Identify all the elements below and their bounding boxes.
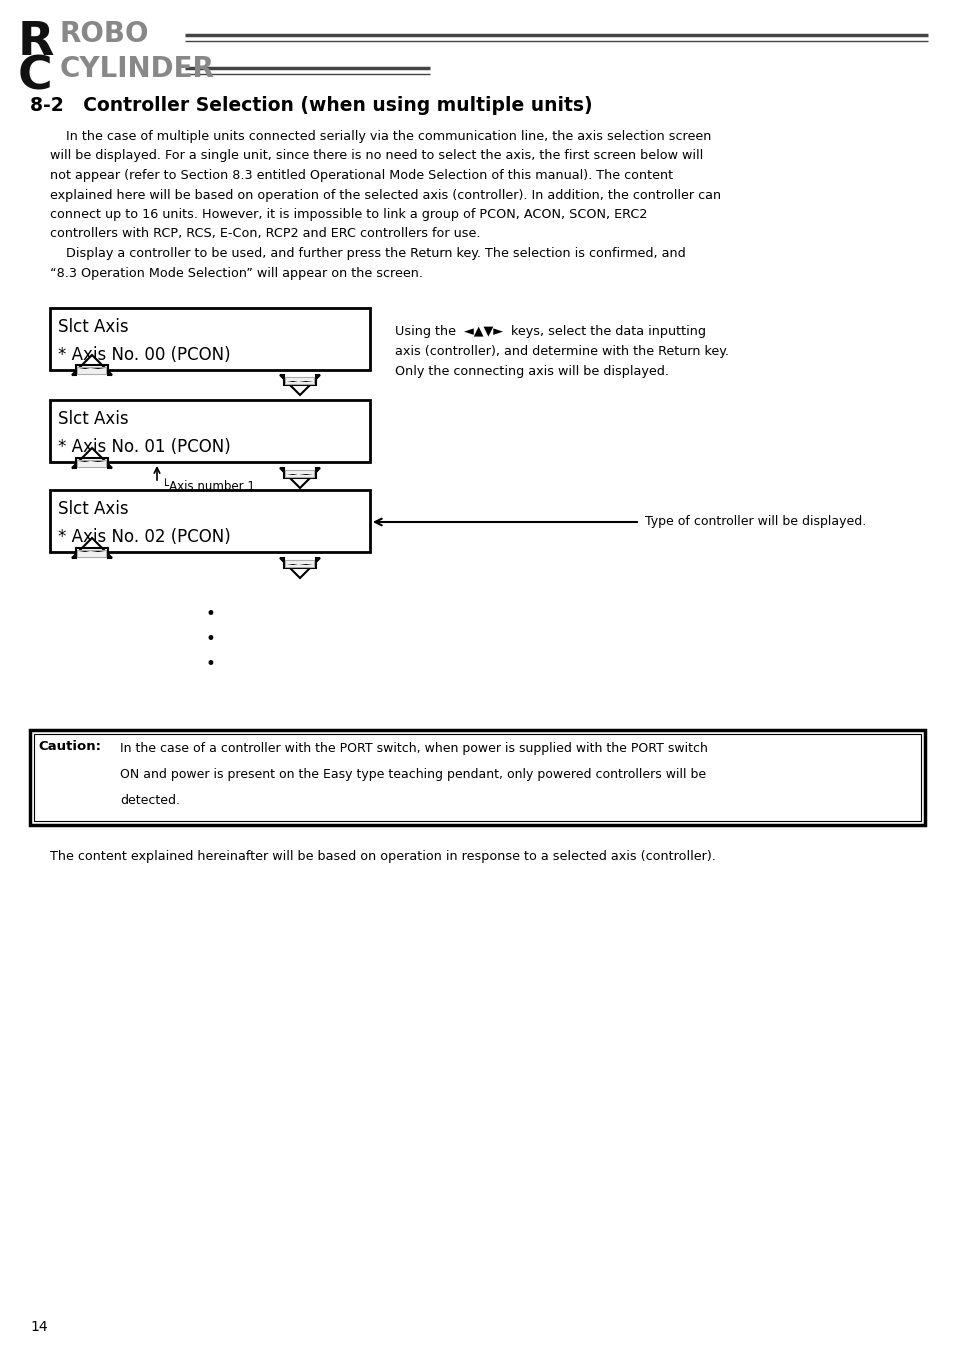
Text: R: R bbox=[18, 20, 54, 65]
Bar bbox=[285, 559, 314, 566]
Text: 8-2   Controller Selection (when using multiple units): 8-2 Controller Selection (when using mul… bbox=[30, 96, 592, 115]
Bar bbox=[30, 730, 924, 825]
Text: not appear (refer to Section 8.3 entitled Operational Mode Selection of this man: not appear (refer to Section 8.3 entitle… bbox=[50, 169, 673, 182]
Text: ON and power is present on the Easy type teaching pendant, only powered controll: ON and power is present on the Easy type… bbox=[120, 767, 705, 781]
Text: •: • bbox=[205, 630, 214, 648]
Text: * Axis No. 00 (PCON): * Axis No. 00 (PCON) bbox=[58, 346, 231, 363]
Text: controllers with RCP, RCS, E-Con, RCP2 and ERC controllers for use.: controllers with RCP, RCS, E-Con, RCP2 a… bbox=[50, 227, 480, 240]
Bar bbox=[50, 400, 370, 462]
Polygon shape bbox=[71, 355, 112, 376]
Text: Type of controller will be displayed.: Type of controller will be displayed. bbox=[644, 515, 865, 528]
Text: “8.3 Operation Mode Selection” will appear on the screen.: “8.3 Operation Mode Selection” will appe… bbox=[50, 266, 422, 280]
Text: Display a controller to be used, and further press the Return key. The selection: Display a controller to be used, and fur… bbox=[50, 247, 685, 259]
Text: axis (controller), and determine with the Return key.: axis (controller), and determine with th… bbox=[395, 345, 728, 358]
Text: Slct Axis: Slct Axis bbox=[58, 500, 129, 517]
Polygon shape bbox=[71, 538, 112, 558]
Text: Only the connecting axis will be displayed.: Only the connecting axis will be display… bbox=[395, 365, 668, 378]
Text: will be displayed. For a single unit, since there is no need to select the axis,: will be displayed. For a single unit, si… bbox=[50, 150, 702, 162]
Bar bbox=[77, 459, 107, 466]
Bar bbox=[285, 470, 314, 477]
Text: 14: 14 bbox=[30, 1320, 48, 1333]
Polygon shape bbox=[71, 449, 112, 467]
Text: Slct Axis: Slct Axis bbox=[58, 409, 129, 428]
Text: * Axis No. 01 (PCON): * Axis No. 01 (PCON) bbox=[58, 438, 231, 457]
Text: Slct Axis: Slct Axis bbox=[58, 317, 129, 336]
Bar bbox=[77, 366, 107, 373]
Bar bbox=[34, 734, 920, 821]
Text: └Axis number 1: └Axis number 1 bbox=[162, 480, 254, 493]
Polygon shape bbox=[280, 558, 319, 578]
Text: In the case of multiple units connected serially via the communication line, the: In the case of multiple units connected … bbox=[50, 130, 711, 143]
Bar bbox=[285, 377, 314, 384]
Text: ROBO: ROBO bbox=[60, 20, 150, 49]
Text: •: • bbox=[205, 605, 214, 623]
Text: The content explained hereinafter will be based on operation in response to a se: The content explained hereinafter will b… bbox=[50, 850, 715, 863]
Text: CYLINDER: CYLINDER bbox=[60, 55, 214, 82]
Text: Caution:: Caution: bbox=[38, 740, 101, 753]
Text: In the case of a controller with the PORT switch, when power is supplied with th: In the case of a controller with the POR… bbox=[120, 742, 707, 755]
Bar bbox=[50, 308, 370, 370]
Text: C: C bbox=[18, 55, 52, 100]
Bar bbox=[77, 550, 107, 557]
Text: detected.: detected. bbox=[120, 794, 180, 807]
Bar bbox=[50, 490, 370, 553]
Text: explained here will be based on operation of the selected axis (controller). In : explained here will be based on operatio… bbox=[50, 189, 720, 201]
Text: •: • bbox=[205, 655, 214, 673]
Text: * Axis No. 02 (PCON): * Axis No. 02 (PCON) bbox=[58, 528, 231, 546]
Polygon shape bbox=[280, 376, 319, 394]
Polygon shape bbox=[280, 467, 319, 488]
Text: Using the  ◄▲▼►  keys, select the data inputting: Using the ◄▲▼► keys, select the data inp… bbox=[395, 326, 705, 338]
Text: connect up to 16 units. However, it is impossible to link a group of PCON, ACON,: connect up to 16 units. However, it is i… bbox=[50, 208, 647, 222]
